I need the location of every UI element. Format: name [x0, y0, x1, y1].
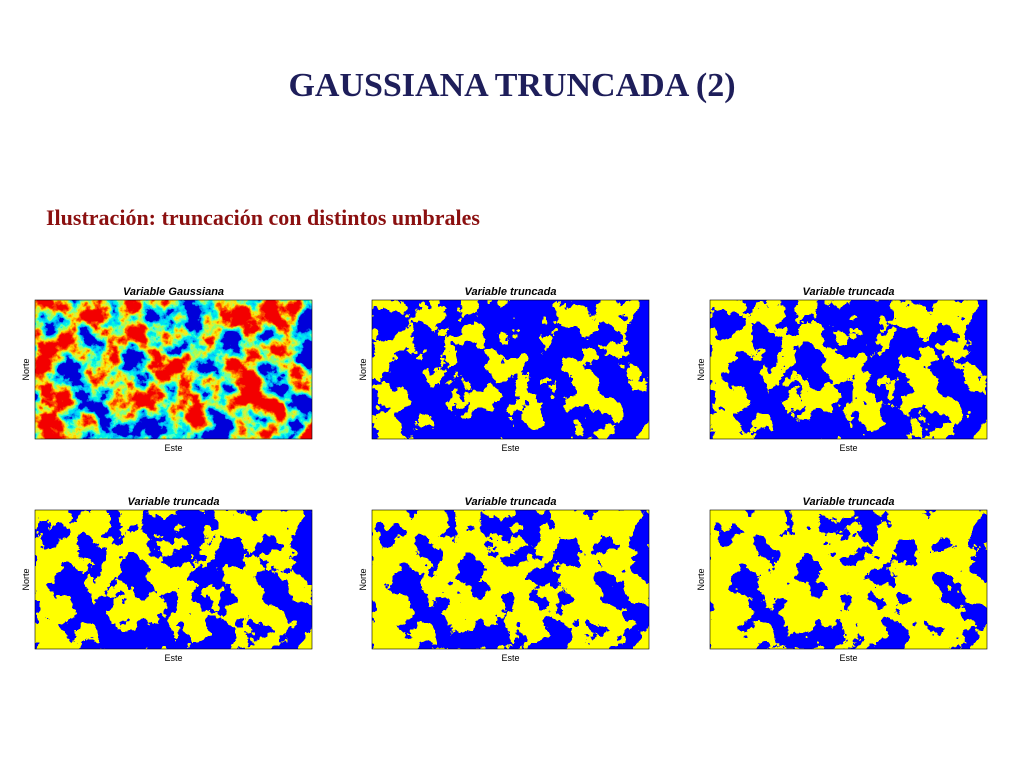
map-frame [34, 299, 313, 440]
map-image [372, 300, 649, 439]
y-axis-label: Norte [21, 568, 31, 590]
map-frame [371, 509, 650, 650]
panel-title: Variable truncada [803, 496, 895, 508]
x-axis-label: Este [839, 443, 857, 453]
y-axis-label: Norte [696, 358, 706, 380]
map-image [710, 510, 987, 649]
panel-title: Variable truncada [803, 286, 895, 298]
map-frame [371, 299, 650, 440]
x-axis-label: Este [501, 443, 519, 453]
x-axis-label: Este [501, 653, 519, 663]
x-axis-label: Este [839, 653, 857, 663]
map-panel: Variable truncada Este Norte [696, 286, 988, 453]
map-frame [709, 299, 988, 440]
map-panel: Variable Gaussiana Este Norte [21, 286, 313, 453]
map-image [35, 510, 312, 649]
map-image [35, 300, 312, 439]
map-panel: Variable truncada Este Norte [696, 496, 988, 663]
panel-title: Variable truncada [128, 496, 220, 508]
panel-title: Variable truncada [465, 286, 557, 298]
map-image [372, 510, 649, 649]
y-axis-label: Norte [358, 358, 368, 380]
map-frame [709, 509, 988, 650]
y-axis-label: Norte [21, 358, 31, 380]
y-axis-label: Norte [696, 568, 706, 590]
map-frame [34, 509, 313, 650]
map-panel: Variable truncada Este Norte [358, 286, 650, 453]
y-axis-label: Norte [358, 568, 368, 590]
panel-title: Variable truncada [465, 496, 557, 508]
map-image [710, 300, 987, 439]
panel-title: Variable Gaussiana [123, 286, 224, 298]
slide-title: GAUSSIANA TRUNCADA (2) [288, 67, 735, 104]
slide-subtitle: Ilustración: truncación con distintos um… [46, 205, 480, 230]
x-axis-label: Este [164, 653, 182, 663]
map-panel: Variable truncada Este Norte [358, 496, 650, 663]
x-axis-label: Este [164, 443, 182, 453]
map-panel: Variable truncada Este Norte [21, 496, 313, 663]
